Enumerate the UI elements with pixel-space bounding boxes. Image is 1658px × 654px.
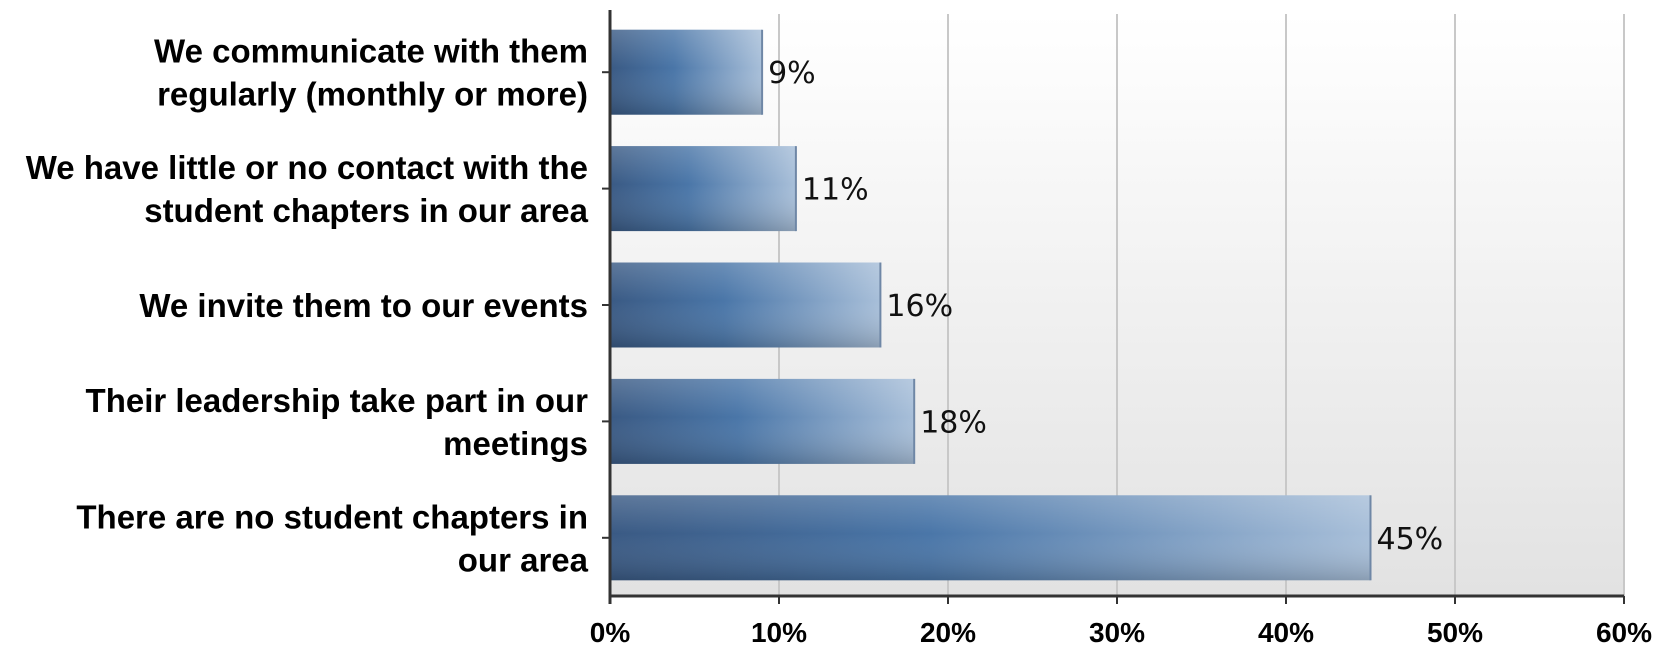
bars [610,29,1372,581]
x-tick-label: 0% [590,617,631,648]
bar-value-label: 45% [1377,522,1444,557]
category-label: meetings [443,425,588,462]
x-tick-label: 50% [1427,617,1483,648]
gridlines [778,14,1625,596]
bar-value-label: 11% [802,173,869,208]
x-tick-label: 20% [920,617,976,648]
x-tick-label: 10% [751,617,807,648]
bar-shading [610,29,763,115]
category-label: regularly (monthly or more) [157,76,588,113]
category-label: Their leadership take part in our [86,382,589,419]
axes [602,10,1625,604]
bar-value-label: 9% [768,56,816,91]
category-label: student chapters in our area [144,192,588,229]
category-label: our area [458,541,589,578]
bar-shading [610,146,796,232]
x-tick-label: 30% [1089,617,1145,648]
bar-value-label: 18% [920,405,987,440]
category-label: We have little or no contact with the [26,149,588,186]
category-label: We communicate with them [154,33,588,70]
x-tick-label: 60% [1596,617,1652,648]
category-label: There are no student chapters in [76,498,588,535]
category-label: We invite them to our events [139,287,588,324]
bar-value-label: 16% [886,289,953,324]
bar-shading [610,495,1371,581]
x-tick-label: 40% [1258,617,1314,648]
bar-shading [610,262,881,348]
bar-shading [610,378,915,464]
labels: 0% 10% 20% 30% 40% 50% 60% 9% We communicate wit… [26,33,1652,648]
